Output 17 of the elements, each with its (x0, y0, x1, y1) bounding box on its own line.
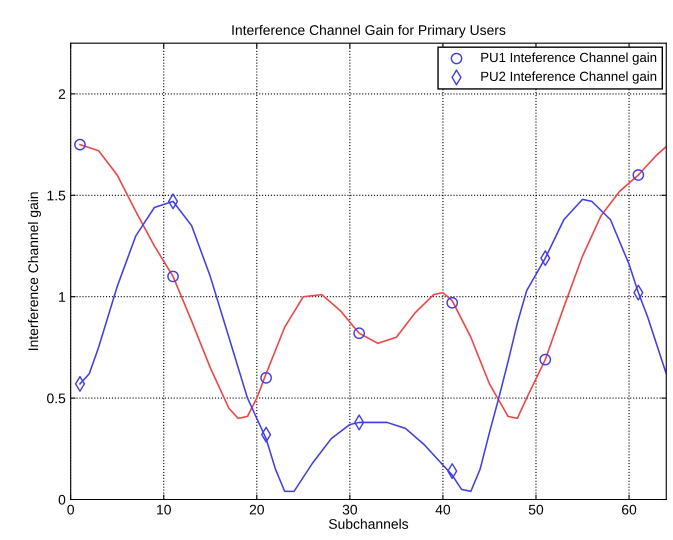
y-tick-label: 2 (58, 89, 66, 99)
x-axis-title: Subchannels (328, 518, 408, 529)
y-tick-label: 1.5 (48, 190, 66, 200)
x-tick-label: 10 (157, 504, 171, 515)
x-tick-label: 50 (528, 504, 544, 515)
legend-label: PU2 Inteference Channel gain (481, 71, 656, 84)
y-tick-label: 1 (59, 292, 66, 302)
legend-label: PU1 Inteference Channel gain (481, 52, 656, 65)
x-tick-label: 0 (67, 504, 74, 515)
y-tick-label: 0 (58, 494, 66, 505)
chart-title: Interference Channel Gain for Primary Users (232, 24, 506, 38)
x-tick-label: 60 (622, 504, 636, 515)
x-tick-label: 40 (436, 504, 450, 515)
y-tick-label: 0.5 (47, 393, 66, 404)
y-axis-title: Interference Channel gain (28, 192, 41, 350)
x-tick-label: 30 (342, 504, 358, 515)
x-tick-label: 20 (250, 504, 264, 515)
